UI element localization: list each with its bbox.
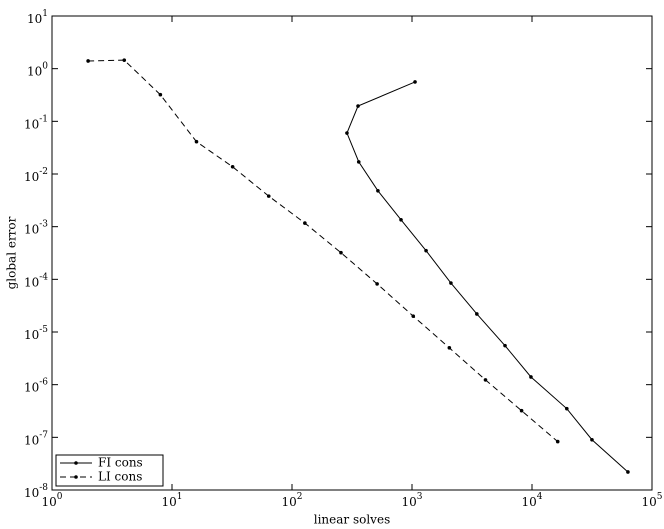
- tick-label: 10-1: [24, 114, 48, 131]
- tick-base: 10: [281, 495, 296, 509]
- point-marker: [626, 470, 630, 474]
- point-marker: [529, 375, 533, 379]
- tick-exponent: -5: [39, 325, 48, 335]
- tick-label: 101: [27, 9, 48, 26]
- tick-base: 10: [24, 486, 39, 500]
- point-marker: [356, 160, 361, 164]
- tick-base: 10: [27, 12, 42, 26]
- legend-marker: [74, 461, 78, 465]
- point-marker: [411, 314, 416, 318]
- tick-label: 10-2: [24, 167, 48, 184]
- tick-label: 10-6: [24, 377, 48, 394]
- tick-exponent: 5: [657, 492, 663, 502]
- point-marker: [590, 437, 594, 442]
- tick-exponent: -4: [39, 272, 48, 282]
- point-marker: [356, 104, 360, 108]
- tick-exponent: 4: [537, 492, 543, 502]
- tick-label: 102: [281, 492, 302, 509]
- tick-label: 101: [161, 492, 182, 509]
- tick-label: 10-5: [24, 325, 48, 342]
- tick-exponent: 2: [297, 492, 303, 502]
- point-marker: [555, 439, 560, 444]
- tick-base: 10: [27, 64, 42, 78]
- point-marker: [375, 282, 379, 286]
- tick-label: 10-7: [24, 430, 48, 447]
- tick-base: 10: [161, 495, 176, 509]
- tick-exponent: 3: [417, 492, 423, 502]
- series-line: [346, 81, 629, 473]
- point-marker: [86, 59, 90, 63]
- point-marker: [503, 343, 507, 348]
- tick-label: 100: [41, 492, 62, 509]
- tick-base: 10: [24, 433, 39, 447]
- point-marker: [194, 139, 199, 144]
- point-marker: [413, 80, 417, 84]
- tick-base: 10: [41, 495, 56, 509]
- tick-exponent: -6: [39, 377, 48, 387]
- point-marker: [122, 58, 127, 62]
- point-marker: [483, 378, 488, 382]
- tick-label: 10-4: [24, 272, 48, 289]
- tick-base: 10: [641, 495, 656, 509]
- point-marker: [266, 194, 271, 198]
- legend-label: FI cons: [98, 456, 143, 470]
- point-marker: [449, 281, 453, 285]
- legend-marker: [74, 475, 78, 479]
- point-marker: [565, 406, 569, 411]
- tick-exponent: 1: [42, 9, 48, 19]
- tick-exponent: 0: [57, 492, 63, 502]
- tick-exponent: 1: [177, 492, 183, 502]
- point-marker: [339, 250, 343, 255]
- y-axis-label: global error: [5, 216, 19, 289]
- point-marker: [399, 218, 403, 222]
- x-axis-label: linear solves: [314, 513, 390, 527]
- point-marker: [345, 131, 349, 135]
- legend-box: [55, 454, 164, 487]
- tick-base: 10: [24, 380, 39, 394]
- tick-label: 103: [401, 492, 422, 509]
- tick-exponent: 0: [42, 61, 48, 71]
- tick-base: 10: [24, 275, 39, 289]
- point-marker: [376, 188, 380, 193]
- tick-exponent: -7: [39, 430, 48, 440]
- tick-base: 10: [401, 495, 416, 509]
- point-marker: [447, 346, 452, 350]
- series-line: [88, 59, 559, 442]
- point-marker: [303, 221, 307, 225]
- point-marker: [230, 164, 235, 169]
- point-marker: [158, 92, 163, 97]
- tick-base: 10: [24, 117, 39, 131]
- tick-base: 10: [24, 328, 39, 342]
- tick-exponent: -3: [39, 219, 48, 229]
- tick-exponent: -2: [39, 167, 48, 177]
- tick-label: 105: [641, 492, 662, 509]
- point-marker: [519, 408, 524, 413]
- tick-base: 10: [24, 222, 39, 236]
- tick-base: 10: [24, 170, 39, 184]
- point-marker: [424, 248, 428, 253]
- legend-label: LI cons: [98, 470, 142, 484]
- tick-base: 10: [521, 495, 536, 509]
- tick-label: 104: [521, 492, 542, 509]
- tick-label: 10-8: [24, 483, 48, 500]
- tick-label: 10-3: [24, 219, 48, 236]
- point-marker: [475, 312, 479, 316]
- tick-exponent: -1: [39, 114, 48, 124]
- tick-label: 100: [27, 61, 48, 78]
- tick-exponent: -8: [39, 483, 48, 493]
- plot-frame: [51, 15, 653, 491]
